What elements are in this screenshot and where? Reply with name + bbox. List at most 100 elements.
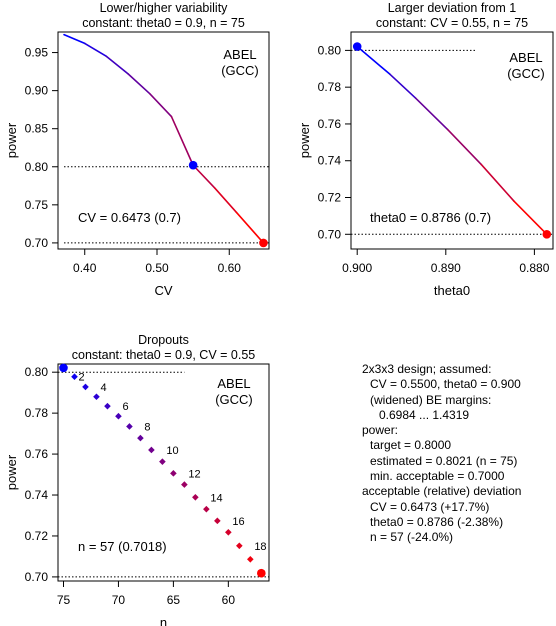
panel-1-power-curve-segment [105, 55, 129, 75]
panel-3-data-point [82, 383, 89, 391]
panel-3-dropout-label: 4 [100, 382, 106, 394]
panel-3-data-point [71, 373, 78, 380]
panel-3-data-point [225, 528, 232, 536]
panel-2-y-tick-label: 0.80 [318, 43, 342, 57]
panel-1-y-tick-label: 0.80 [25, 160, 49, 174]
panel-3-x-tick-label: 65 [167, 593, 181, 607]
panel-3-title: Dropouts [138, 333, 189, 347]
panel-3-start-point [59, 363, 68, 373]
panel-3-method-label: ABEL [217, 376, 250, 391]
panel-3-y-tick-label: 0.70 [25, 570, 49, 584]
panel-1-title: Lower/higher variability [100, 1, 229, 15]
panel-3-data-point [126, 423, 133, 430]
panel-3-y-axis-label: power [4, 454, 19, 490]
panel-1-method-label: ABEL [223, 47, 256, 62]
panel-2-x-tick-label: 0.890 [431, 261, 461, 275]
panel-1-x-tick-label: 0.50 [145, 261, 169, 275]
panel-1-y-tick-label: 0.70 [25, 236, 49, 250]
panel-3-dropout-label: 6 [122, 401, 128, 413]
panel-3-x-tick-label: 75 [57, 593, 71, 607]
panel-2-power-curve-segment [480, 163, 515, 202]
panel-1-y-axis-label: power [4, 122, 19, 158]
panel-3-dropout-label: 8 [144, 421, 150, 433]
panel-2-method-label: ABEL [509, 50, 542, 65]
panel-1-method-label: (GCC) [221, 63, 259, 78]
summary-deviation-label: acceptable (relative) deviation [362, 484, 522, 499]
summary-power-label: power: [362, 423, 399, 438]
panel-1-power-curve-segment [170, 115, 194, 167]
panel-1-power-curve-segment [83, 42, 108, 58]
panel-2-limit-annotation: theta0 = 0.8786 (0.7) [370, 210, 491, 225]
panel-3-data-point [203, 505, 210, 513]
panel-2-power-curve-segment [414, 97, 449, 131]
summary-theta0-deviation: theta0 = 0.8786 (-2.38%) [370, 514, 504, 529]
panel-2-power-curve-segment [446, 128, 483, 166]
panel-3-subtitle: constant: theta0 = 0.9, CV = 0.55 [72, 348, 256, 362]
panel-2-start-point [352, 42, 362, 51]
panel-2-x-tick-label: 0.900 [342, 261, 372, 275]
panel-1-y-tick-label: 0.95 [25, 46, 49, 60]
panel-3-data-point [104, 402, 111, 410]
panel-3-y-tick-label: 0.72 [25, 529, 49, 543]
panel-3-limit-annotation: n = 57 (0.7018) [78, 539, 167, 554]
panel-1-x-tick-label: 0.60 [218, 261, 242, 275]
panel-1-power-curve-segment [63, 33, 86, 45]
panel-3-data-point [192, 493, 199, 501]
panel-2-method-label: (GCC) [507, 66, 545, 81]
panel-3-data-point [247, 556, 254, 563]
panel-3-method-label: (GCC) [215, 392, 253, 407]
panel-3-plot-frame [57, 363, 270, 582]
summary-margins-label: (widened) BE margins: [370, 392, 492, 407]
panel-2-power-curve-segment [389, 73, 417, 100]
summary-n-deviation: n = 57 (-24.0%) [370, 530, 454, 545]
panel-1-power-curve-segment [235, 211, 265, 244]
panel-3-dropout-label: 2 [78, 372, 84, 384]
panel-1-start-point [188, 160, 198, 170]
panel-3-dropout-label: 12 [188, 468, 200, 480]
panel-3-data-point [148, 446, 155, 454]
panel-3-data-point [170, 470, 177, 477]
panel-1-y-tick-label: 0.90 [25, 84, 49, 98]
summary-target: target = 0.8000 [370, 438, 452, 453]
summary-cv-deviation: CV = 0.6473 (+17.7%) [370, 499, 490, 514]
panel-3-end-point [257, 568, 266, 578]
summary-assumed: CV = 0.5500, theta0 = 0.900 [370, 377, 521, 392]
panel-2-y-tick-label: 0.74 [318, 154, 342, 168]
panel-1-y-tick-label: 0.75 [25, 198, 49, 212]
panel-3-data-point [214, 517, 221, 525]
panel-3-data-point [181, 481, 188, 488]
panel-1-power-curve-segment [192, 164, 216, 189]
panel-2-end-point [542, 229, 552, 239]
panel-2-power-curve-segment [356, 45, 391, 76]
panel-3-data-point [137, 434, 144, 442]
summary-margins: 0.6984 ... 1.4319 [379, 407, 470, 422]
panel-3-data-point [236, 542, 243, 550]
panel-1-power-curve-segment [214, 187, 238, 214]
panel-3-y-tick-label: 0.80 [25, 365, 49, 379]
panel-1-subtitle: constant: theta0 = 0.9, n = 75 [82, 16, 245, 30]
panel-1-power-curve-segment [148, 92, 173, 118]
panel-3-y-tick-label: 0.78 [25, 406, 49, 420]
summary-min-acceptable: min. acceptable = 0.7000 [370, 469, 505, 484]
panel-2-title: Larger deviation from 1 [388, 1, 517, 15]
panel-3-x-tick-label: 60 [222, 593, 236, 607]
panel-2-x-tick-label: 0.880 [519, 261, 549, 275]
panel-1-x-tick-label: 0.40 [73, 261, 97, 275]
panel-3-x-axis-label: n [160, 615, 167, 626]
panel-2-subtitle: constant: CV = 0.55, n = 75 [376, 16, 528, 30]
panel-3-y-tick-label: 0.76 [25, 447, 49, 461]
panel-2-y-tick-label: 0.72 [318, 191, 342, 205]
panel-3-dropout-label: 10 [166, 445, 178, 457]
panel-1-power-curve-segment [127, 73, 151, 95]
panel-3-data-point [115, 412, 122, 420]
panel-1-end-point [259, 238, 268, 248]
panel-3-data-point [93, 393, 100, 401]
panel-2-y-axis-label: power [297, 122, 312, 158]
panel-3-dropout-label: 16 [232, 516, 244, 528]
panel-3-dropout-label: 18 [254, 541, 266, 553]
panel-1-x-axis-label: CV [154, 283, 172, 298]
panel-2-y-tick-label: 0.76 [318, 117, 342, 131]
panel-3-dropout-label: 14 [210, 492, 222, 504]
panel-2-y-tick-label: 0.78 [318, 80, 342, 94]
